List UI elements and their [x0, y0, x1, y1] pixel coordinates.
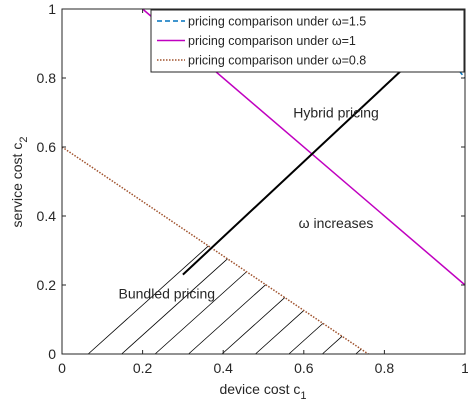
annotation: Bundled pricing [119, 286, 216, 302]
x-tick-label: 1 [461, 360, 468, 376]
plot-frame [61, 8, 466, 355]
x-tick-label: 0.2 [133, 360, 153, 376]
x-tick-label: 0.4 [213, 360, 233, 376]
y-tick-label: 0 [48, 346, 56, 362]
x-tick-label: 0.6 [294, 360, 314, 376]
legend-label: pricing comparison under ω=0.8 [188, 54, 366, 68]
legend-label: pricing comparison under ω=1.5 [188, 15, 366, 29]
series-line [61, 146, 369, 355]
hatch-line [121, 258, 228, 355]
y-tick-label: 0.4 [37, 208, 57, 224]
annotation: Hybrid pricing [293, 105, 379, 121]
hatch-layer [87, 245, 362, 355]
hatch-line [87, 245, 209, 355]
hatch-line [188, 284, 266, 355]
y-tick-label: 0.8 [37, 70, 57, 86]
y-axis-label-subscript: 2 [18, 137, 30, 143]
hatch-line [221, 297, 286, 355]
y-axis-label-main: service cost c [9, 143, 25, 228]
annotation: ω increases [299, 215, 374, 231]
x-axis-label-main: device cost c [219, 381, 300, 397]
hatch-line [288, 323, 324, 355]
y-axis-label: service cost c2 [9, 137, 30, 228]
y-tick-label: 0.2 [37, 277, 57, 293]
hatch-line [154, 271, 247, 355]
hatch-line [322, 335, 343, 355]
x-axis-label-subscript: 1 [300, 390, 306, 402]
x-tick-label: 0.8 [375, 360, 395, 376]
annotation-layer: Hybrid pricing ω increases Bundled pricing [119, 27, 448, 302]
y-tick-label: 1 [48, 1, 56, 17]
legend-label: pricing comparison under ω=1 [188, 34, 356, 48]
hatch-line [255, 310, 305, 355]
legend: pricing comparison under ω=1.5 pricing co… [150, 9, 465, 73]
hatch-line [355, 348, 362, 355]
x-axis-label: device cost c1 [219, 381, 306, 402]
y-tick-label: 0.6 [37, 139, 57, 155]
legend-box [150, 9, 465, 73]
x-tick-label: 0 [58, 360, 66, 376]
